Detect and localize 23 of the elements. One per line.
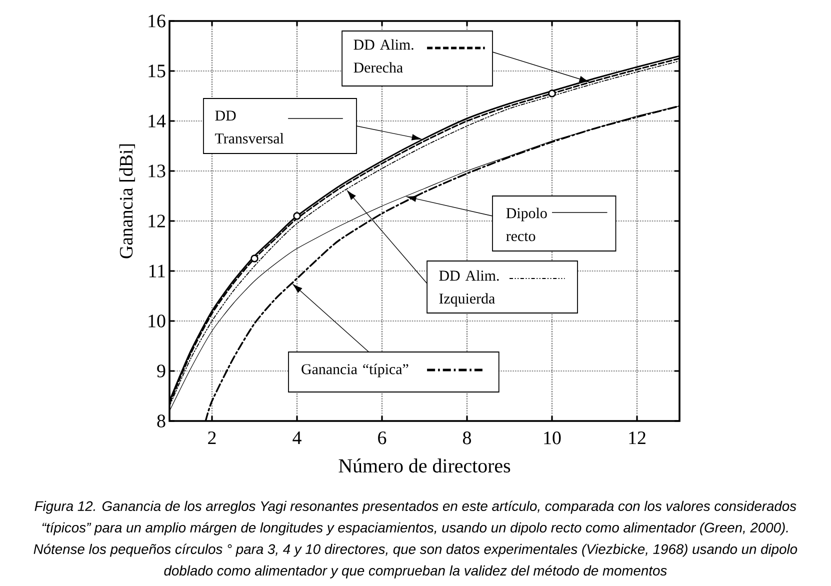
legend-label: DD Alim. Izquierda: [439, 270, 499, 307]
legend-label: DD Transversal: [215, 110, 284, 144]
x-tick-label: 12: [629, 432, 646, 444]
y-tick-label: 14: [148, 114, 166, 128]
y-axis-title: Ganancia [dBi]: [119, 144, 135, 258]
y-tick-label: 12: [148, 214, 165, 228]
y-tick-label: 8: [157, 414, 166, 428]
x-tick-label: 8: [462, 432, 472, 444]
x-axis-title: Número de directores: [338, 458, 510, 473]
x-tick-label: 10: [544, 432, 561, 444]
y-tick-label: 16: [148, 14, 166, 28]
y-tick-label: 11: [149, 264, 165, 278]
x-tick-label: 2: [208, 432, 216, 444]
legend-label: DD Alim. Derecha: [354, 39, 414, 73]
x-tick-label: 6: [378, 432, 386, 444]
legend-label: Ganancia “típica”: [302, 364, 408, 378]
x-tick-label: 4: [292, 432, 302, 444]
text: Figura 12. Ganancia de los arreglos Yagi resonantes presentados en este artículo, comparada con los valores considerados “típicos” para un amplio márgen de longitudes y espaciamientos, usando un dipolo recto como alimentador (Green, 2000). Nótense los pequeños círculos ° para 3, 4 y 10 directores, que son datos experimentales (Viezbicke, 1968) usando un dipolo doblado como alimentador y que comprueban la validez del método de momentos: [34, 500, 798, 578]
y-tick-label: 15: [148, 64, 166, 78]
y-tick-label: 9: [157, 364, 166, 378]
y-tick-label: 10: [148, 314, 166, 328]
legend-label: Dipolo recto: [506, 208, 547, 242]
y-tick-label: 13: [148, 164, 166, 178]
